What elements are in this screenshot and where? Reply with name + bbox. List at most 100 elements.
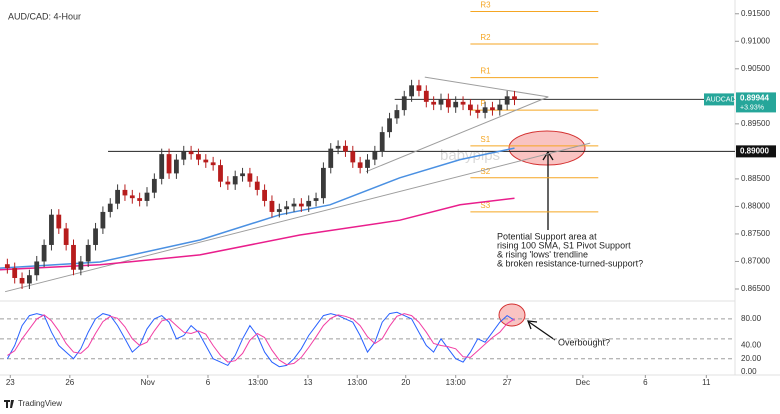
candle-body [372,151,378,160]
candle-body [379,132,385,152]
highlight-ellipse [498,303,526,327]
candle-body [85,244,91,262]
candle-body [512,96,517,100]
price-tag-label: 0.89944 [740,94,769,103]
x-tick-label: Dec [576,378,590,387]
candle-body [321,167,326,199]
candle-body [468,104,473,111]
candle-body [504,96,510,105]
pivot-label: S1 [480,135,490,144]
candle-body [431,101,437,105]
x-tick-label: 27 [503,378,512,387]
candle-body [218,165,223,182]
annotation: & rising 'lows' trendline [497,249,588,259]
candle-body [203,159,209,163]
candle-body [409,85,414,97]
arrows [527,150,556,341]
candle-body [129,195,135,199]
candle-body [56,214,62,229]
candle-body [240,173,245,177]
x-tick-label: 26 [65,378,74,387]
x-tick-label: 13 [304,378,313,387]
pivot-label: S2 [480,167,490,176]
pivot-label: R2 [480,33,491,42]
y-tick-label: 80.00 [741,314,762,323]
y-tick-label: 20.00 [741,354,762,363]
x-tick-label: 13:00 [248,378,269,387]
annotation: & broken resistance-turned-support? [497,258,643,268]
y-tick-label: 0.90500 [741,64,770,73]
x-tick-label: Nov [141,378,155,387]
x-tick-label: 11 [702,378,711,387]
annotation: rising 100 SMA, S1 Pivot Support [497,240,631,250]
candle-body [151,178,157,193]
price-tag-label: 0.89000 [740,146,769,155]
x-tick-label: 13:00 [446,378,467,387]
candle-body [115,189,120,204]
y-tick-label: 0.87500 [741,229,770,238]
candle-body [225,181,231,185]
symbol-tag [704,93,734,106]
candle-body [269,200,275,212]
price-tag [736,92,776,113]
candle-body [63,228,69,245]
x-tick-label: 13:00 [347,378,368,387]
candle-body [482,107,488,113]
candle-body [394,110,400,119]
candle-body [335,145,341,149]
candle-body [27,275,32,284]
trendline [365,96,549,173]
x-tick-label: 20 [401,378,410,387]
logo [4,400,14,408]
candle-body [166,154,172,174]
candle-body [438,99,444,105]
x-tick-label: 23 [6,378,15,387]
x-tick-label: 6 [206,378,211,387]
footer: TradingView [18,399,62,408]
candle-body [254,181,260,190]
candle-body [416,85,422,91]
y-tick-label: 0.88500 [741,174,770,183]
candle-body [159,154,165,179]
candle-body [181,151,187,160]
candle-body [313,198,319,201]
pivot-label: R1 [480,67,491,76]
candle-body [284,206,290,210]
chart-title: AUD/CAD: 4-Hour [8,11,81,21]
y-tick-label: 0.86500 [741,284,770,293]
highlight-ellipse [508,130,586,166]
price-tag [736,145,776,158]
candle-body [291,203,297,207]
moving-average [0,197,515,271]
candle-body [298,203,304,207]
candle-body [276,209,282,212]
pivot-label: P [480,99,485,108]
candle-body [49,214,54,245]
moving-average [0,147,515,269]
candle-body [453,101,459,108]
trendline [4,142,591,293]
candle-body [107,203,113,212]
candle-body [100,211,106,229]
candle-body [387,118,392,133]
x-tick-label: 6 [643,378,648,387]
y-tick-label: 40.00 [741,341,762,350]
symbol-tag-label: AUDCAD [706,96,736,103]
y-tick-label: 0.88000 [741,202,770,211]
price-change: +3.93% [740,104,764,111]
candle-body [328,148,334,168]
candle-body [71,244,76,270]
candle-body [401,96,407,111]
candle-body [497,104,503,111]
candle-body [210,162,216,166]
candle-body [93,228,98,245]
candle-body [122,189,128,196]
candle-body [19,277,25,284]
candle-body [232,176,238,185]
annotation: Potential Support area at [497,231,597,241]
watermark: babypips [440,147,500,164]
y-tick-label: 0.87000 [741,257,770,266]
candle-body [247,173,253,182]
